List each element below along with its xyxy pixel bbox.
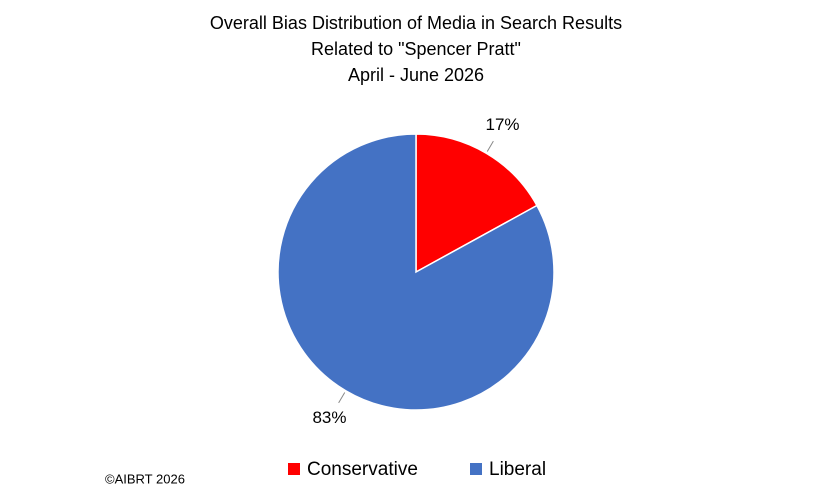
chart-title: Related to "Spencer Pratt" bbox=[311, 39, 521, 59]
data-label: 83% bbox=[312, 408, 346, 427]
legend-label: Liberal bbox=[489, 459, 546, 480]
pie-slice bbox=[415, 133, 538, 274]
leader-line bbox=[486, 140, 494, 152]
legend-label: Conservative bbox=[307, 459, 418, 480]
leader-line bbox=[338, 392, 346, 404]
legend-swatch bbox=[288, 463, 300, 475]
legend-swatch bbox=[470, 463, 482, 475]
pie-slice bbox=[277, 133, 555, 411]
data-label: 17% bbox=[486, 115, 520, 134]
chart-title: April - June 2026 bbox=[348, 65, 484, 85]
chart-title: Overall Bias Distribution of Media in Se… bbox=[210, 13, 622, 33]
copyright: ©AIBRT 2026 bbox=[105, 471, 185, 486]
